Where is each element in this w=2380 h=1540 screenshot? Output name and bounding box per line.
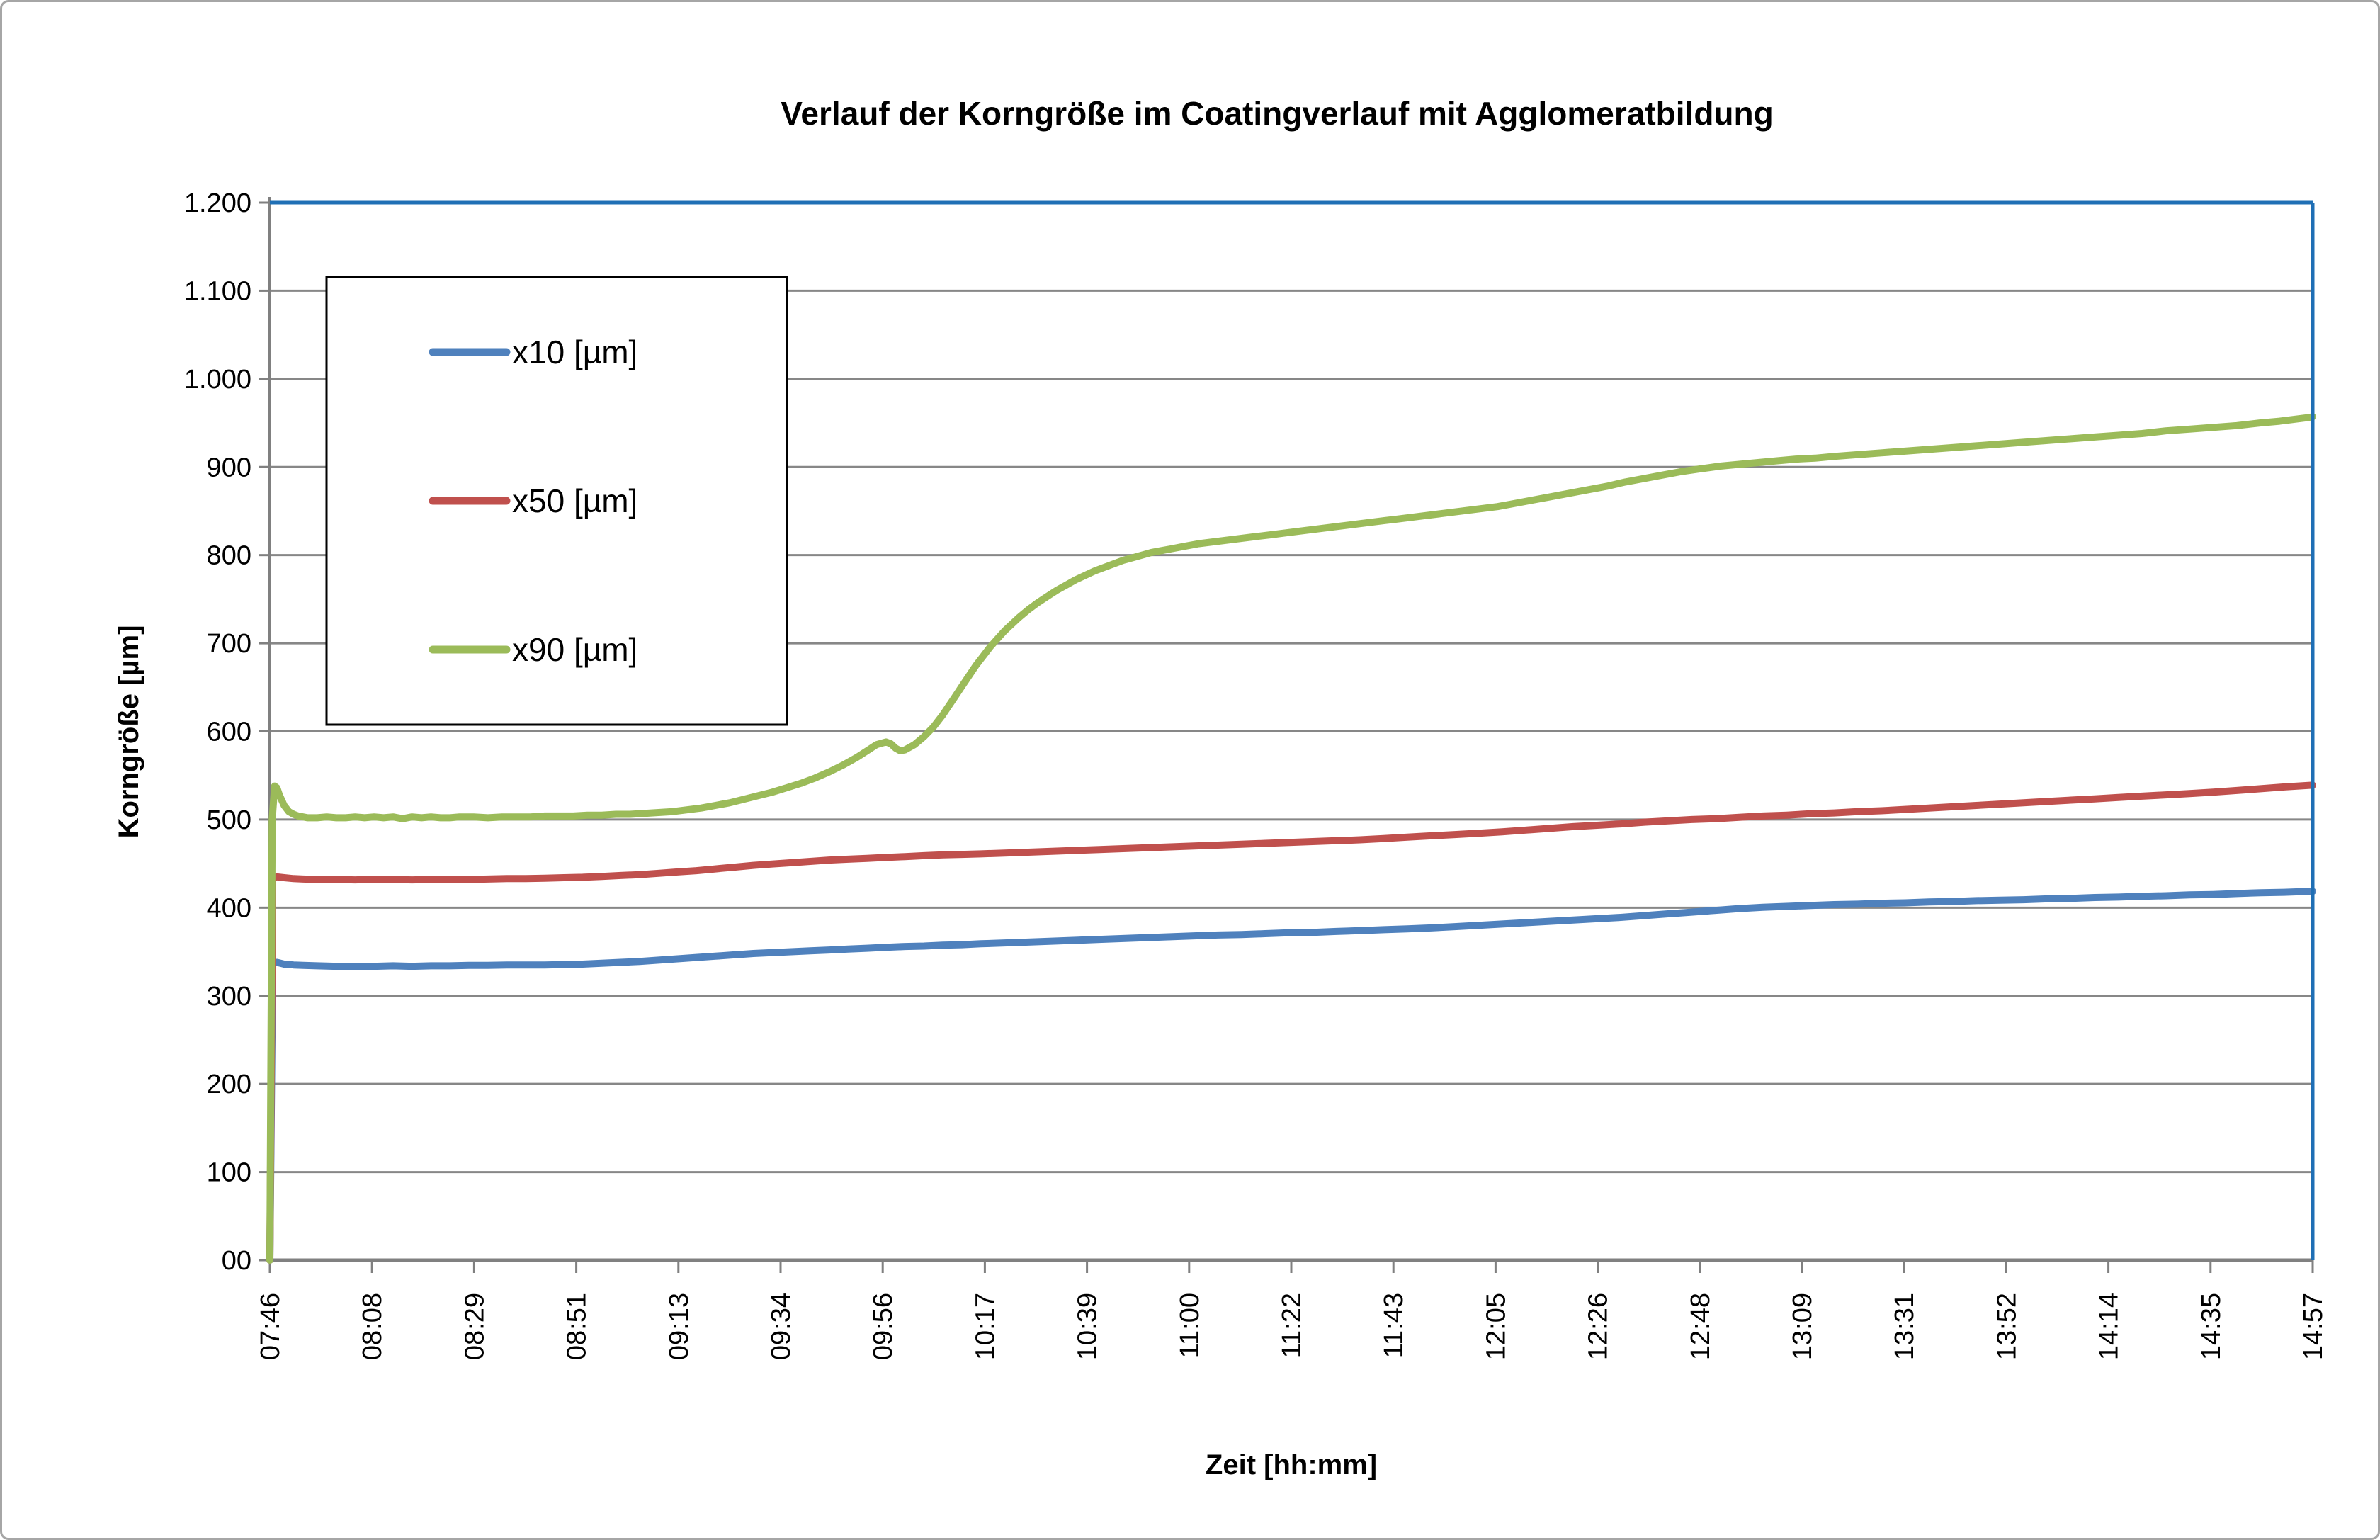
x-tick-label: 10:17 <box>970 1293 1000 1360</box>
series-line-x90 <box>266 413 2316 1264</box>
y-tick-label: 1.200 <box>184 188 251 218</box>
plot-border-layer <box>270 200 2315 1260</box>
legend-label-x90: x90 [µm] <box>512 631 638 668</box>
y-tick-label: 100 <box>207 1158 251 1188</box>
y-tick-label: 500 <box>207 805 251 835</box>
y-tick-label: 1.100 <box>184 276 251 306</box>
y-tick-label: 1.000 <box>184 365 251 395</box>
y-tick-label: 300 <box>207 982 251 1012</box>
y-tick-label: 400 <box>207 893 251 923</box>
x-tick-label: 13:31 <box>1890 1293 1920 1360</box>
x-tick-label: 08:29 <box>460 1293 489 1360</box>
legend: x10 [µm] x50 [µm] x90 [µm] <box>325 276 788 726</box>
x-tick-label: 14:57 <box>2299 1293 2328 1360</box>
y-tick-label: 700 <box>207 629 251 659</box>
x-tick-label: 14:14 <box>2095 1293 2124 1360</box>
tick-labels-layer: 00 100 200 300 400 500 600 700 800 900 1.000 1.100 1… <box>184 188 2328 1360</box>
y-tick-label: 200 <box>207 1070 251 1099</box>
series-line-x10 <box>266 888 2316 1264</box>
series-layer <box>266 413 2316 1264</box>
x-tick-label: 07:46 <box>256 1293 285 1360</box>
x-tick-label: 09:13 <box>664 1293 694 1360</box>
x-tick-label: 08:08 <box>358 1293 387 1360</box>
x-tick-label: 10:39 <box>1073 1293 1103 1360</box>
y-tick-label: 900 <box>207 453 251 482</box>
legend-box <box>325 276 788 726</box>
legend-label-x50: x50 [µm] <box>512 482 638 519</box>
legend-label-x10: x10 [µm] <box>512 334 638 370</box>
x-tick-label: 12:05 <box>1481 1293 1511 1360</box>
x-tick-label: 13:09 <box>1788 1293 1818 1360</box>
x-tick-label: 09:56 <box>868 1293 898 1360</box>
x-tick-label: 14:35 <box>2197 1293 2226 1360</box>
chart-title: Verlauf der Korngröße im Coatingverlauf … <box>781 95 1773 132</box>
y-tick-label: 00 <box>222 1246 251 1276</box>
series-line-x50 <box>266 781 2316 1264</box>
x-tick-label: 12:26 <box>1584 1293 1614 1360</box>
x-tick-label: 08:51 <box>562 1293 592 1360</box>
x-tick-label: 11:43 <box>1379 1293 1409 1358</box>
x-tick-label: 13:52 <box>1992 1293 2022 1360</box>
y-tick-label: 600 <box>207 718 251 747</box>
x-axis-title: Zeit [hh:mm] <box>1206 1449 1377 1480</box>
x-tick-label: 11:00 <box>1175 1293 1205 1358</box>
x-tick-label: 12:48 <box>1686 1293 1716 1360</box>
x-tick-label: 09:34 <box>766 1293 796 1360</box>
y-axis-title: Korngröße [µm] <box>113 625 144 839</box>
x-tick-label: 11:22 <box>1277 1293 1307 1358</box>
y-tick-label: 800 <box>207 541 251 571</box>
